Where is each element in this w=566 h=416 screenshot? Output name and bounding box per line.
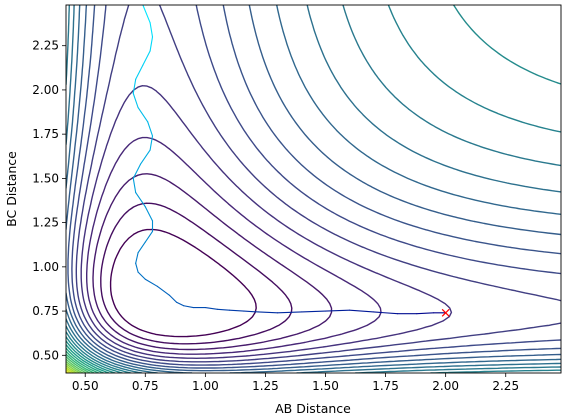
trajectory-segment [183,305,194,309]
contour-line [66,5,561,373]
y-tick-label: 0.50 [32,348,59,362]
contour-line [66,5,561,373]
trajectory-segment [135,64,144,80]
trajectory-segment [149,135,154,151]
trajectory-segment [300,310,327,313]
trajectory-segment [373,311,399,315]
contour-line [66,5,561,373]
contour-line [109,228,257,338]
x-tick-label: 2.00 [432,379,459,393]
trajectory-segment [149,22,154,38]
trajectory-segment [228,309,245,312]
trajectory-segment [216,308,230,311]
contour-line [66,358,88,373]
trajectory-segment [132,177,137,194]
y-axis-ticks: 0.50 0.75 1.00 1.25 1.50 1.75 2.00 2.25 [32,39,66,362]
marker-stroke [441,308,450,317]
contour-line [66,5,561,373]
trajectory-segment [168,294,178,303]
contour-lines [66,5,561,373]
trajectory-segment [144,206,154,222]
end-point-marker [441,308,450,317]
trajectory-segment [204,306,218,310]
trajectory-segment [135,191,146,208]
contour-line [66,5,561,372]
contour-line [66,347,105,373]
trajectory-segment [137,107,149,123]
x-tick-label: 1.00 [192,379,219,393]
y-tick-label: 1.50 [32,171,59,185]
contour-line [66,344,110,373]
y-tick-label: 1.25 [32,216,59,230]
y-tick-label: 0.75 [32,304,59,318]
contour-line [92,173,333,351]
x-axis-label: AB Distance [275,401,351,416]
contour-line [100,202,293,345]
trajectory-segment [135,262,139,273]
y-tick-label: 2.00 [32,83,59,97]
trajectory-segment [132,78,137,95]
trajectory-segment [137,241,146,254]
trajectory-segment [416,312,435,315]
x-axis-ticks: 0.50 0.75 1.00 1.25 1.50 1.75 2.00 2.25 [72,373,519,393]
x-tick-label: 1.50 [312,379,339,393]
trajectory-segment [175,301,185,307]
trajectory-segment [348,309,375,313]
y-tick-label: 1.00 [32,260,59,274]
trajectory-path [132,5,447,315]
y-tick-label: 1.75 [32,127,59,141]
trajectory-segment [135,252,139,264]
x-tick-label: 0.50 [72,379,99,393]
trajectory-segment [142,5,151,24]
contour-line [86,136,382,355]
trajectory-segment [144,230,154,243]
trajectory-segment [132,92,139,109]
plot-frame [65,4,562,374]
contour-line [67,5,561,369]
trajectory-segment [147,121,154,137]
contour-line [80,85,453,359]
contour-line [66,5,561,373]
trajectory-segment [144,278,158,287]
contour-line [66,340,116,373]
trajectory-segment [149,36,154,52]
trajectory-segment [156,285,170,296]
x-tick-label: 1.75 [372,379,399,393]
contour-line [75,5,561,363]
y-axis-label: BC Distance [4,151,19,227]
trajectory-segment [257,311,279,314]
trajectory-segment [324,309,351,312]
contour-line [66,365,78,373]
x-tick-label: 0.75 [132,379,159,393]
trajectory-segment [132,163,142,179]
contour-line [71,5,561,366]
contour-line [66,360,84,373]
trajectory-segment [139,149,151,165]
trajectory-segment [243,310,259,313]
trajectory-segment [276,311,303,314]
x-tick-label: 2.25 [492,379,519,393]
x-tick-label: 1.25 [252,379,279,393]
trajectory-segment [137,271,146,280]
trajectory-segment [142,50,151,66]
y-tick-label: 2.25 [32,39,59,53]
